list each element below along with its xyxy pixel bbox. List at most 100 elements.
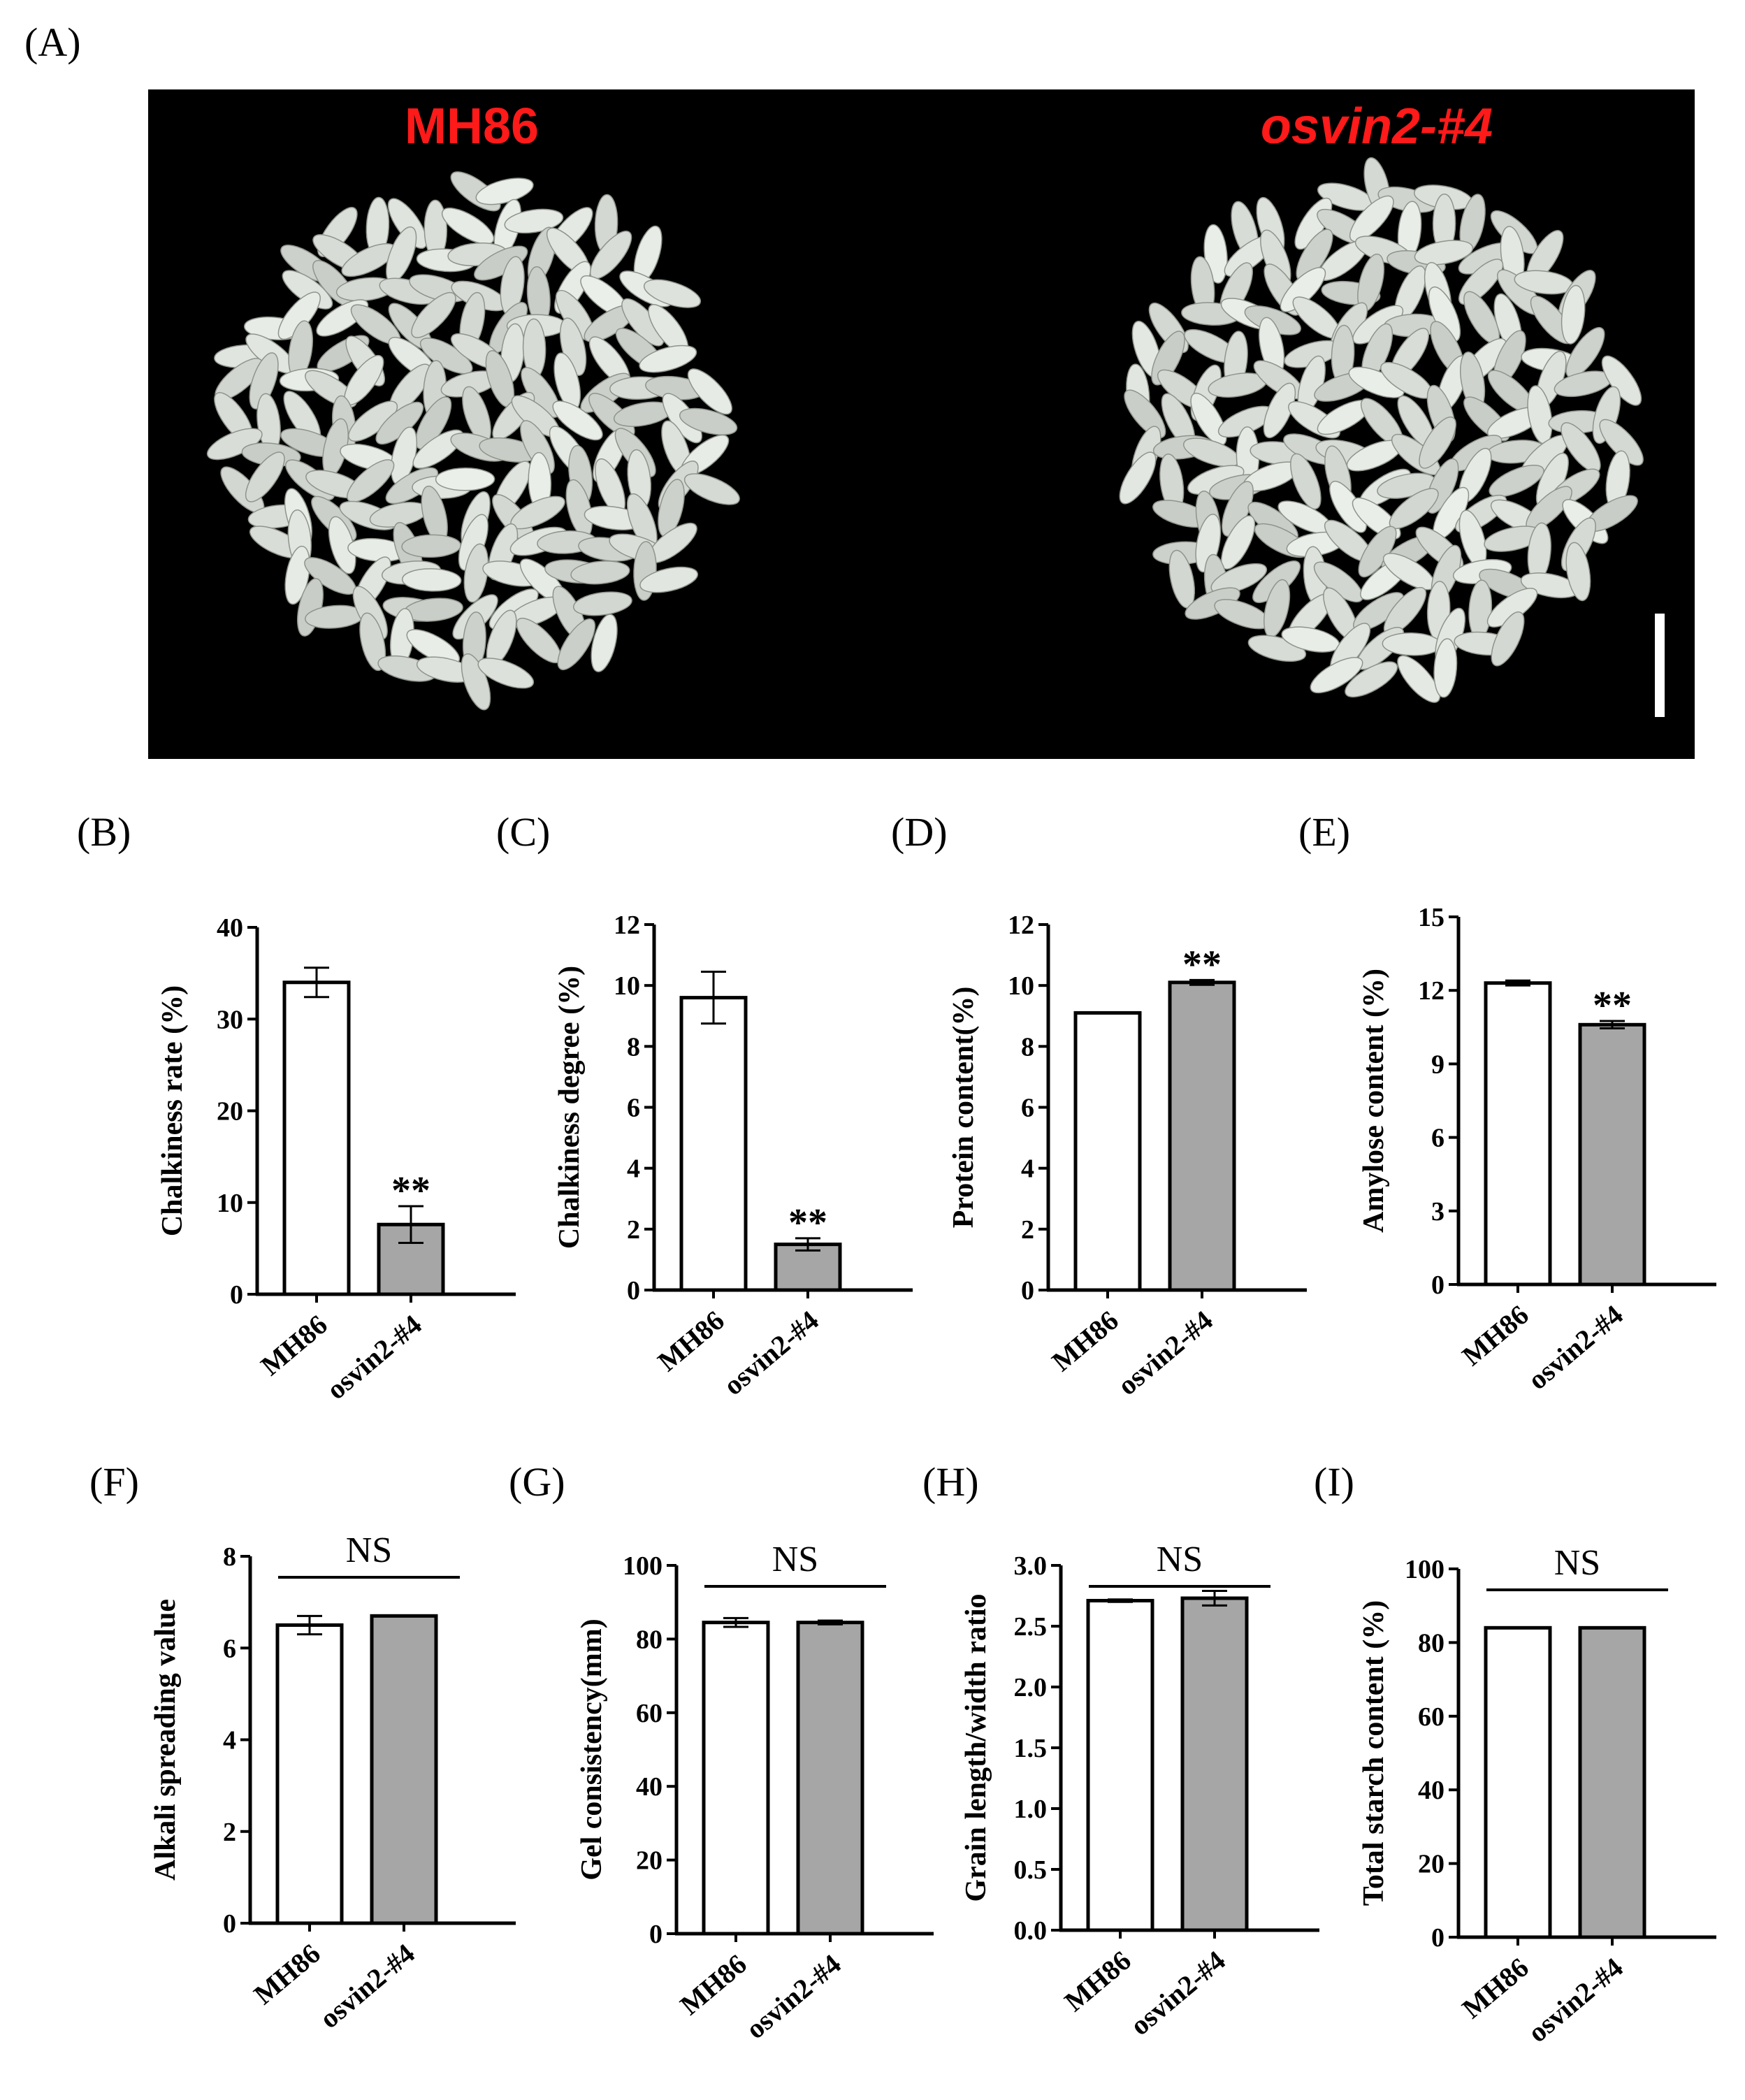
panel-letter: (G) (509, 1459, 565, 1505)
bar-mutant (774, 1243, 842, 1292)
x-tick-label: osvin2-#4 (321, 1308, 428, 1405)
x-tick-label: MH86 (674, 1948, 752, 2020)
y-tick-label: 6 (223, 1634, 236, 1663)
y-tick-label: 0 (649, 1920, 662, 1949)
rice-grain (1310, 657, 1363, 694)
bar-wild-type (1484, 981, 1552, 1287)
x-tick-label: osvin2-#4 (1522, 1298, 1629, 1396)
y-tick-label: 3.0 (1014, 1551, 1048, 1581)
y-axis-title: Alkali spreading value (150, 1599, 182, 1881)
rice-grain (249, 352, 279, 410)
rice-grain (441, 208, 495, 245)
rice-grain (1565, 542, 1591, 602)
chart-panel: (F) 0 2 4 6 8 Alkali spreading value MH86osvin2… (89, 1459, 516, 2034)
rice-grain (1345, 661, 1398, 698)
y-tick-label: 20 (217, 1097, 243, 1127)
rice-grain (206, 428, 263, 461)
rice-grain (679, 407, 738, 435)
chart-panel: (I) 0 20 40 60 80 100 Total starch content (%) M… (1314, 1459, 1716, 2048)
significance-label: ** (1593, 984, 1632, 1027)
y-tick-label: 40 (1418, 1776, 1444, 1805)
y-tick-label: 4 (1021, 1154, 1034, 1184)
rice-grain (406, 629, 461, 665)
y-tick-label: 20 (636, 1846, 662, 1876)
x-tick-label: MH86 (1058, 1944, 1136, 2017)
x-tick-label: MH86 (1456, 1298, 1534, 1371)
bar-mutant (796, 1621, 864, 1936)
rice-grain (1592, 386, 1621, 444)
rice-grain (1491, 611, 1525, 667)
y-tick-label: 6 (627, 1094, 640, 1123)
y-tick-label: 20 (1418, 1850, 1444, 1879)
y-tick-label: 80 (1418, 1628, 1444, 1658)
significance-label: NS (772, 1540, 818, 1579)
y-tick-label: 15 (1418, 903, 1444, 932)
chart-panel: (C) 0 2 4 6 8 10 12 Chalkiness degree (%) MH86osv… (496, 809, 913, 1401)
panel-letter: (B) (77, 809, 131, 855)
rice-grain (639, 345, 697, 373)
rice-grain (359, 612, 386, 672)
significance-label: ** (391, 1169, 430, 1212)
y-tick-label: 3 (1431, 1197, 1444, 1226)
rice-grain (643, 279, 702, 308)
y-tick-label: 8 (1021, 1032, 1034, 1062)
y-axis-title: Chalkiness degree (%) (553, 966, 586, 1249)
bar-wild-type (1484, 1625, 1552, 1939)
rice-grain (572, 591, 632, 616)
panel-letter: (I) (1314, 1459, 1354, 1505)
rice-grain (1414, 240, 1474, 266)
y-tick-label: 9 (1431, 1050, 1444, 1079)
y-tick-label: 100 (623, 1551, 662, 1581)
rice-grain (245, 451, 285, 502)
y-tick-label: 4 (627, 1154, 640, 1184)
bar-wild-type (1073, 1011, 1142, 1292)
y-tick-label: 1.5 (1014, 1734, 1048, 1763)
chart-panel: (E) 0 3 6 9 12 15 Amylose content (%) MH86osvin2… (1298, 809, 1716, 1396)
rice-grain (639, 566, 699, 593)
bar-mutant (370, 1614, 438, 1925)
rice-grain (1280, 267, 1326, 312)
rice-grain (591, 614, 618, 672)
chart-panel: (D) 0 2 4 6 8 10 12 Protein content(%) MH86osvin2… (891, 809, 1307, 1401)
bar-wild-type (275, 1623, 344, 1925)
rice-grain (1263, 382, 1296, 439)
rice-grain (284, 545, 310, 605)
y-tick-label: 8 (627, 1032, 640, 1062)
rice-grain (1349, 195, 1394, 242)
y-tick-label: 30 (217, 1005, 243, 1034)
x-tick-label: osvin2-#4 (1124, 1944, 1231, 2041)
x-tick-label: MH86 (247, 1937, 326, 2010)
rice-grain (1419, 417, 1456, 469)
y-tick-label: 2.0 (1014, 1673, 1048, 1702)
panel-a-letter: (A) (24, 20, 81, 65)
x-tick-label: osvin2-#4 (1112, 1304, 1219, 1401)
y-tick-label: 10 (1008, 971, 1034, 1001)
x-tick-label: MH86 (651, 1304, 730, 1377)
y-tick-label: 0 (1021, 1276, 1034, 1305)
grain-cluster-mutant (1119, 157, 1644, 703)
y-axis-title: Gel consistency(mm) (576, 1619, 608, 1880)
rice-grain (435, 468, 495, 491)
y-axis-title: Chalkiness rate (%) (157, 985, 189, 1236)
rice-grain (557, 618, 596, 671)
y-tick-label: 80 (636, 1625, 662, 1654)
y-tick-label: 0 (230, 1280, 243, 1310)
y-tick-label: 10 (614, 971, 640, 1001)
bar-mutant (1168, 980, 1236, 1292)
y-tick-label: 10 (217, 1189, 243, 1218)
y-tick-label: 0 (1431, 1923, 1444, 1953)
y-tick-label: 40 (217, 913, 243, 943)
rice-grain (1124, 389, 1166, 439)
label-mutant: osvin2-#4 (1261, 99, 1493, 154)
scale-bar (1655, 614, 1665, 717)
rice-grain (570, 560, 630, 585)
panel-a-photo: (A) MH86 osvin2-#4 (24, 20, 1695, 759)
rice-grain (1222, 481, 1254, 537)
y-tick-label: 6 (1021, 1094, 1034, 1123)
rice-grain (1348, 366, 1405, 398)
x-tick-label: MH86 (1456, 1951, 1534, 2024)
panel-letter: (D) (891, 809, 948, 855)
rice-grain (415, 396, 452, 450)
rice-grain (687, 368, 732, 415)
